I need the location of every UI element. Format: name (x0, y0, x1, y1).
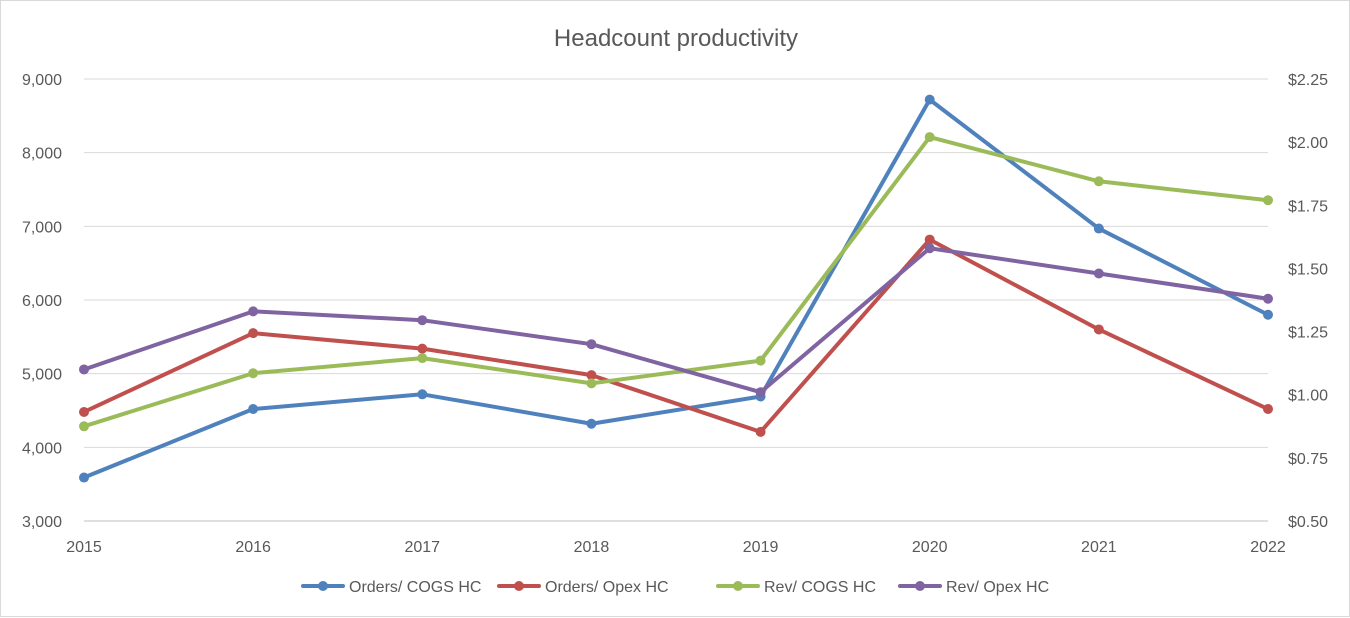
data-point (1263, 309, 1273, 320)
legend-marker (733, 581, 743, 591)
series-lines (79, 94, 1273, 483)
y-right-tick-label: $1.50 (1288, 261, 1328, 278)
data-point (924, 234, 935, 245)
data-point (1093, 324, 1104, 335)
data-point (79, 421, 89, 432)
series-rev-opex-hc (79, 243, 1273, 398)
y-left-tick-label: 3,000 (22, 514, 62, 531)
series-orders-cogs-hc (79, 94, 1273, 483)
x-tick-label: 2017 (404, 539, 440, 556)
axes: 3,000 4,000 5,000 6,000 7,000 8,000 9,000 $0.50… (22, 72, 1328, 556)
y-left-tick-label: 5,000 (22, 367, 62, 384)
data-point (1093, 268, 1104, 279)
legend-label: Orders/ Opex HC (545, 579, 669, 596)
data-point (417, 389, 428, 400)
y-right-tick-label: $0.50 (1288, 514, 1328, 531)
legend-entry: Rev/ COGS HC (716, 579, 876, 596)
y-right-tick-label: $1.75 (1288, 198, 1328, 215)
data-point (755, 426, 766, 437)
y-right-tick-label: $2.00 (1288, 135, 1328, 152)
data-point (417, 353, 428, 364)
legend-entry: Rev/ Opex HC (898, 579, 1049, 596)
data-point (1263, 195, 1273, 206)
legend-entry: Orders/ COGS HC (301, 579, 481, 596)
data-point (417, 343, 428, 354)
gridlines (84, 78, 1268, 522)
series-line (82, 135, 1270, 429)
y-left-tick-label: 6,000 (22, 293, 62, 310)
data-point (586, 370, 597, 381)
chart-title: Headcount productivity (554, 25, 798, 52)
y-right-tick-label: $2.25 (1288, 72, 1328, 89)
series-line (82, 97, 1270, 480)
series-line (82, 246, 1270, 395)
data-point (248, 404, 259, 415)
data-point (417, 315, 428, 326)
data-point (248, 368, 259, 379)
legend-label: Rev/ Opex HC (946, 579, 1049, 596)
data-point (586, 378, 597, 389)
x-tick-label: 2018 (574, 539, 610, 556)
data-point (924, 243, 935, 254)
data-point (924, 94, 935, 105)
x-tick-label: 2021 (1081, 539, 1117, 556)
legend-label: Rev/ COGS HC (764, 579, 876, 596)
x-tick-label: 2020 (912, 539, 948, 556)
data-point (755, 355, 766, 366)
data-point (248, 328, 259, 339)
y-left-tick-label: 8,000 (22, 146, 62, 163)
y-left-tick-label: 9,000 (22, 72, 62, 89)
data-point (79, 472, 89, 483)
legend: Orders/ COGS HC Orders/ Opex HC Rev/ COGS … (301, 579, 1049, 596)
data-point (248, 306, 259, 317)
data-point (1093, 176, 1104, 187)
data-point (586, 339, 597, 350)
x-tick-label: 2016 (235, 539, 271, 556)
data-point (79, 364, 89, 375)
legend-marker (514, 581, 524, 591)
x-tick-label: 2022 (1250, 539, 1286, 556)
y-left-tick-label: 7,000 (22, 219, 62, 236)
data-point (586, 418, 597, 429)
y-right-tick-label: $1.25 (1288, 325, 1328, 342)
data-point (79, 406, 89, 417)
legend-marker (915, 581, 925, 591)
data-point (1263, 293, 1273, 304)
series-line (82, 237, 1270, 434)
x-tick-label: 2015 (66, 539, 102, 556)
data-point (924, 132, 935, 143)
y-right-tick-label: $1.00 (1288, 388, 1328, 405)
series-orders-opex-hc (79, 234, 1273, 437)
y-right-tick-label: $0.75 (1288, 451, 1328, 468)
legend-entry: Orders/ Opex HC (497, 579, 669, 596)
data-point (1263, 404, 1273, 415)
legend-marker (318, 581, 328, 591)
data-point (755, 387, 766, 398)
series-rev-cogs-hc (79, 132, 1273, 432)
x-tick-label: 2019 (743, 539, 779, 556)
legend-label: Orders/ COGS HC (349, 579, 481, 596)
y-left-tick-label: 4,000 (22, 440, 62, 457)
data-point (1093, 223, 1104, 234)
